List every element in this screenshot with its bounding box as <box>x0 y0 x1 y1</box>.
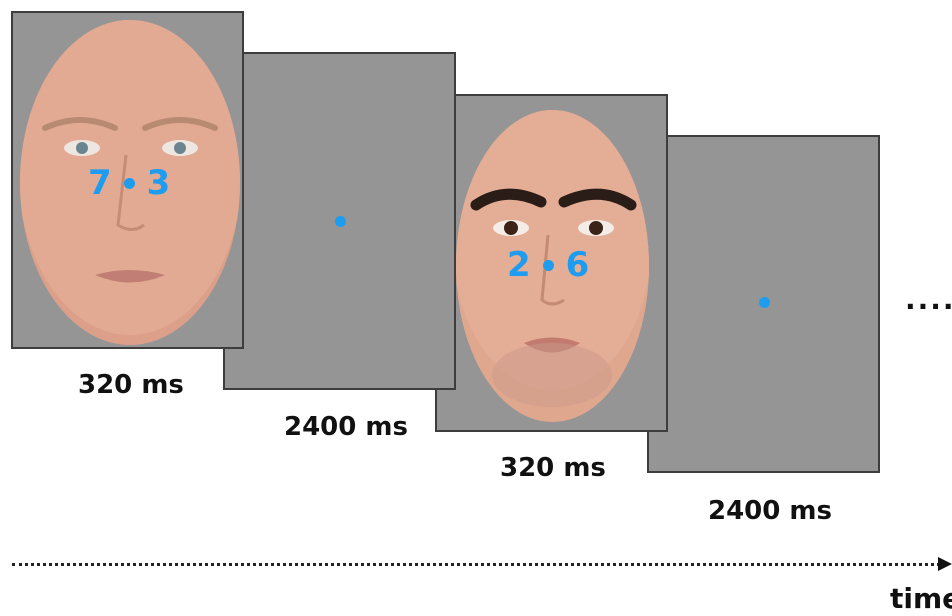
time-axis-arrowhead <box>938 557 952 571</box>
duration-label-2: 2400 ms <box>284 412 408 442</box>
duration-label-3: 320 ms <box>500 453 606 483</box>
fixation-dot <box>124 178 135 189</box>
digit-pair-2: 2 6 <box>507 248 589 282</box>
right-digit: 6 <box>566 248 590 282</box>
fixation-dot <box>335 216 346 227</box>
fixation-frame-2 <box>647 135 880 473</box>
fixation-dot <box>759 297 770 308</box>
fixation-frame-1 <box>223 52 456 390</box>
face-frame-2: 2 6 <box>435 94 668 432</box>
time-axis-label: time <box>890 582 952 615</box>
duration-label-1: 320 ms <box>78 370 184 400</box>
face-frame-1: 7 3 <box>11 11 244 349</box>
left-digit: 2 <box>507 248 531 282</box>
fixation-dot <box>543 260 554 271</box>
time-axis-line <box>12 563 940 566</box>
duration-label-4: 2400 ms <box>708 496 832 526</box>
right-digit: 3 <box>147 166 171 200</box>
digit-pair-1: 7 3 <box>88 166 170 200</box>
left-digit: 7 <box>88 166 112 200</box>
continuation-ellipsis: ..... <box>905 283 952 316</box>
